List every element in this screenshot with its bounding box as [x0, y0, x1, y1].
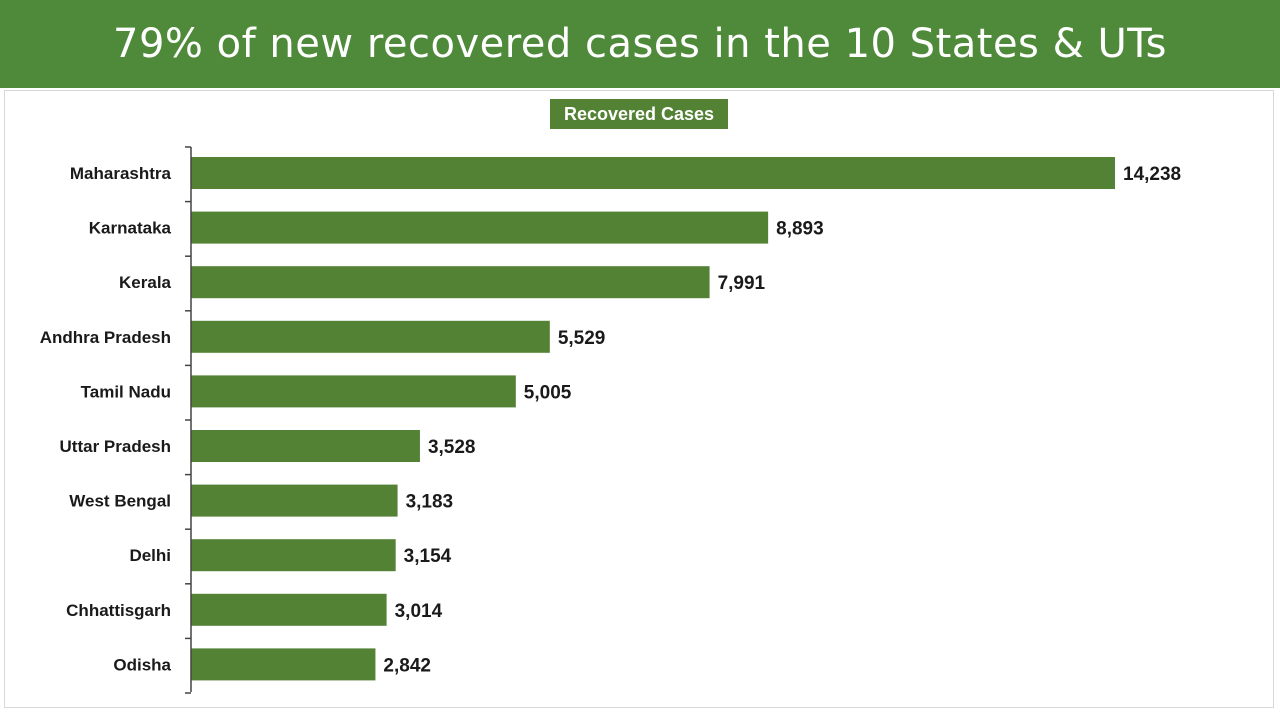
category-label: Maharashtra [70, 164, 172, 183]
data-label: 14,238 [1123, 164, 1181, 185]
bar-tamil-nadu [191, 375, 516, 408]
category-label: Chhattisgarh [66, 601, 171, 620]
category-label: Delhi [129, 546, 171, 565]
category-label: Tamil Nadu [81, 382, 171, 401]
data-label: 3,154 [404, 546, 452, 567]
page-title: 79% of new recovered cases in the 10 Sta… [113, 21, 1167, 67]
data-label: 5,529 [558, 328, 606, 349]
data-label: 3,528 [428, 437, 476, 458]
bar-uttar-pradesh [191, 430, 420, 462]
category-label: Karnataka [89, 219, 172, 238]
data-label: 3,183 [406, 492, 454, 513]
y-axis [185, 146, 192, 694]
chart-legend: Recovered Cases [550, 99, 728, 129]
data-label: 3,014 [395, 601, 443, 622]
category-labels: Maharashtra Karnataka Kerala Andhra Pradesh… [40, 164, 172, 674]
title-banner: 79% of new recovered cases in the 10 Sta… [0, 0, 1280, 88]
data-label: 8,893 [776, 219, 824, 240]
bar-odisha [191, 648, 376, 681]
category-label: Uttar Pradesh [60, 437, 171, 456]
data-label: 7,991 [718, 273, 766, 294]
chart-frame [4, 90, 1274, 708]
bars-group [191, 157, 1115, 681]
category-label: Odisha [113, 655, 171, 674]
bar-kerala [191, 266, 710, 299]
category-label: Andhra Pradesh [40, 328, 171, 347]
legend-label: Recovered Cases [564, 104, 714, 124]
bar-maharashtra [191, 157, 1115, 189]
data-label: 2,842 [383, 655, 431, 676]
bar-karnataka [191, 211, 769, 244]
data-labels: 14,238 8,893 7,991 5,529 5,005 3,528 3,183 3,15… [383, 164, 1181, 676]
bar-delhi [191, 539, 396, 572]
data-label: 5,005 [524, 382, 572, 403]
category-label: West Bengal [69, 492, 171, 511]
bar-west-bengal [191, 484, 398, 517]
bar-chhattisgarh [191, 593, 387, 626]
bar-andhra-pradesh [191, 320, 550, 353]
legend-swatch [550, 99, 728, 129]
category-label: Kerala [119, 273, 172, 292]
